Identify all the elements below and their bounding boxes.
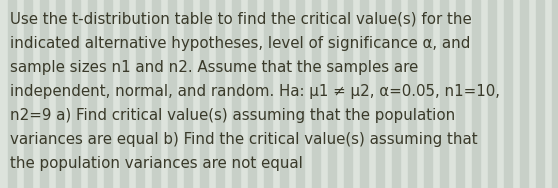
Bar xyxy=(392,0,400,188)
Bar xyxy=(24,0,32,188)
Bar xyxy=(360,0,368,188)
Bar xyxy=(248,0,256,188)
Bar xyxy=(8,0,16,188)
Bar xyxy=(168,0,176,188)
Bar xyxy=(440,0,448,188)
Bar xyxy=(40,0,48,188)
Bar xyxy=(72,0,80,188)
Bar xyxy=(296,0,304,188)
Bar xyxy=(264,0,272,188)
Text: indicated alternative hypotheses, level of significance α, and: indicated alternative hypotheses, level … xyxy=(10,36,470,51)
Bar xyxy=(152,0,160,188)
Bar xyxy=(312,0,320,188)
Bar xyxy=(328,0,336,188)
Bar xyxy=(56,0,64,188)
Bar xyxy=(280,0,288,188)
Bar xyxy=(184,0,192,188)
Bar xyxy=(376,0,384,188)
Text: variances are equal b) Find the critical value(s) assuming that: variances are equal b) Find the critical… xyxy=(10,132,478,147)
Bar xyxy=(552,0,558,188)
Bar xyxy=(344,0,352,188)
Bar xyxy=(520,0,528,188)
Bar xyxy=(536,0,544,188)
Bar xyxy=(424,0,432,188)
Text: sample sizes n1 and n2. Assume that the samples are: sample sizes n1 and n2. Assume that the … xyxy=(10,60,418,75)
Text: the population variances are not equal: the population variances are not equal xyxy=(10,156,303,171)
Text: n2=9 a) Find critical value(s) assuming that the population: n2=9 a) Find critical value(s) assuming … xyxy=(10,108,455,123)
Bar xyxy=(472,0,480,188)
Bar xyxy=(504,0,512,188)
Text: independent, normal, and random. Ha: μ1 ≠ μ2, α=0.05, n1=10,: independent, normal, and random. Ha: μ1 … xyxy=(10,84,500,99)
Bar xyxy=(408,0,416,188)
Bar xyxy=(488,0,496,188)
Bar xyxy=(120,0,128,188)
Bar xyxy=(88,0,96,188)
Text: Use the t-distribution table to find the critical value(s) for the: Use the t-distribution table to find the… xyxy=(10,12,472,27)
Bar xyxy=(136,0,144,188)
Bar xyxy=(200,0,208,188)
Bar xyxy=(216,0,224,188)
Bar xyxy=(232,0,240,188)
Bar xyxy=(104,0,112,188)
Bar xyxy=(456,0,464,188)
